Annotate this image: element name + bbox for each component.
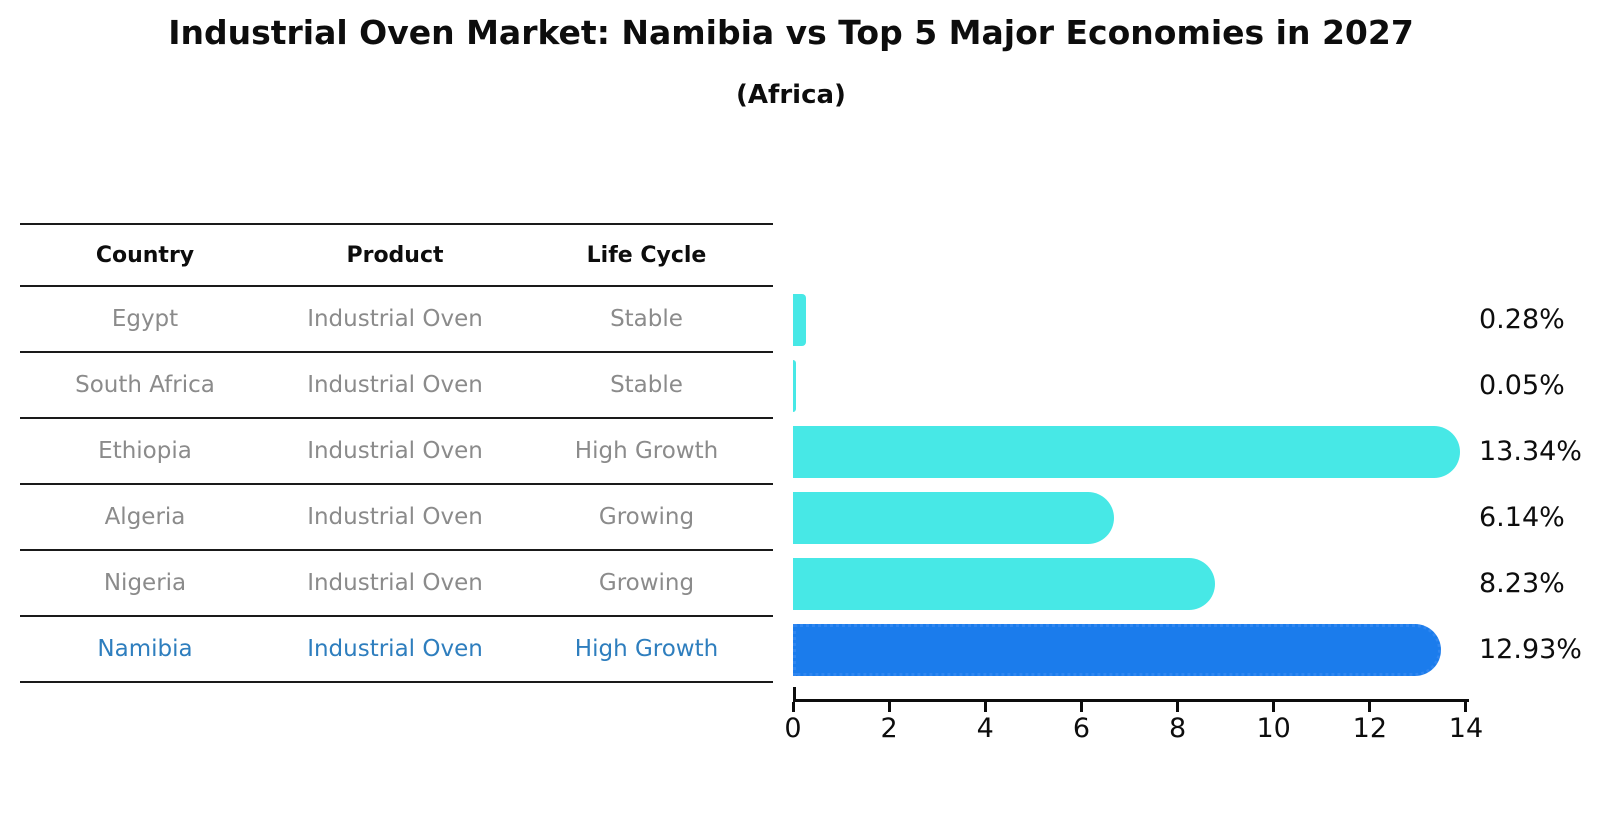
table-row-algeria: Algeria Industrial Oven Growing <box>20 485 773 551</box>
x-axis-tick-label: 14 <box>1448 713 1484 744</box>
x-axis-tick <box>1368 702 1372 712</box>
table-row-egypt: Egypt Industrial Oven Stable <box>20 287 773 353</box>
product-cell: Industrial Oven <box>307 570 483 596</box>
lifecycle-cell: Stable <box>610 372 683 398</box>
x-axis-tick-label: 6 <box>1072 713 1090 744</box>
x-axis-line <box>793 699 1469 702</box>
bar-nigeria <box>793 558 1215 610</box>
bar-value-label: 0.28% <box>1479 304 1565 335</box>
bar-value-label: 0.05% <box>1479 370 1565 401</box>
x-axis-tick-label: 2 <box>880 713 898 744</box>
product-cell: Industrial Oven <box>307 306 483 332</box>
lifecycle-cell: High Growth <box>574 636 719 662</box>
page-title: Industrial Oven Market: Namibia vs Top 5… <box>168 13 1414 52</box>
country-cell: South Africa <box>75 372 215 398</box>
lifecycle-cell: Growing <box>598 570 695 596</box>
x-axis-tick <box>983 702 987 712</box>
table-row-nigeria: Nigeria Industrial Oven Growing <box>20 551 773 617</box>
lifecycle-cell: Growing <box>598 504 695 530</box>
x-axis-tick <box>1079 702 1083 712</box>
x-axis-tick-label: 10 <box>1256 713 1291 744</box>
bar-value-label: 8.23% <box>1479 568 1565 599</box>
lifecycle-cell: Stable <box>610 306 683 332</box>
country-table: Country Product Life Cycle Egypt Industri… <box>20 223 773 683</box>
x-axis-tick <box>791 702 795 712</box>
x-axis-tick <box>887 702 891 712</box>
bar-south-africa <box>793 360 796 412</box>
bar-value-label: 6.14% <box>1479 502 1565 533</box>
x-axis-tick <box>1176 702 1180 712</box>
bar-egypt <box>793 294 807 346</box>
product-cell: Industrial Oven <box>307 438 483 464</box>
bar-value-label: 13.34% <box>1479 436 1582 467</box>
x-axis-tick-label: 8 <box>1168 713 1187 744</box>
x-axis-tick-label: 4 <box>976 713 994 744</box>
bar-algeria <box>793 492 1115 544</box>
product-cell: Industrial Oven <box>307 636 483 662</box>
country-cell: Ethiopia <box>98 438 192 464</box>
x-axis-tick-label: 0 <box>784 713 802 744</box>
table-row-south-africa: South Africa Industrial Oven Stable <box>20 353 773 419</box>
bar-ethiopia <box>793 426 1461 478</box>
product-cell: Industrial Oven <box>307 504 483 530</box>
table-row-ethiopia: Ethiopia Industrial Oven High Growth <box>20 419 773 485</box>
country-cell: Nigeria <box>103 570 187 596</box>
product-cell: Industrial Oven <box>307 372 483 398</box>
country-cell: Namibia <box>97 636 193 662</box>
page-subtitle: (Africa) <box>736 80 846 110</box>
bar-value-label: 12.93% <box>1479 634 1582 665</box>
table-row-namibia: Namibia Industrial Oven High Growth <box>20 617 773 683</box>
lifecycle-cell: High Growth <box>574 438 719 464</box>
table-header-row: Country Product Life Cycle <box>20 223 773 287</box>
country-cell: Egypt <box>111 306 179 332</box>
column-header-country: Country <box>95 242 195 268</box>
column-header-lifecycle: Life Cycle <box>586 242 707 268</box>
country-cell: Algeria <box>104 504 186 530</box>
table-body: Egypt Industrial Oven Stable South Africa In… <box>20 287 773 683</box>
column-header-product: Product <box>346 242 444 268</box>
x-axis-tick <box>1272 702 1276 712</box>
x-axis-tick <box>1464 702 1468 712</box>
x-axis-left-stub <box>793 687 796 699</box>
bar-namibia <box>793 624 1441 676</box>
x-axis-tick-label: 12 <box>1352 713 1387 744</box>
